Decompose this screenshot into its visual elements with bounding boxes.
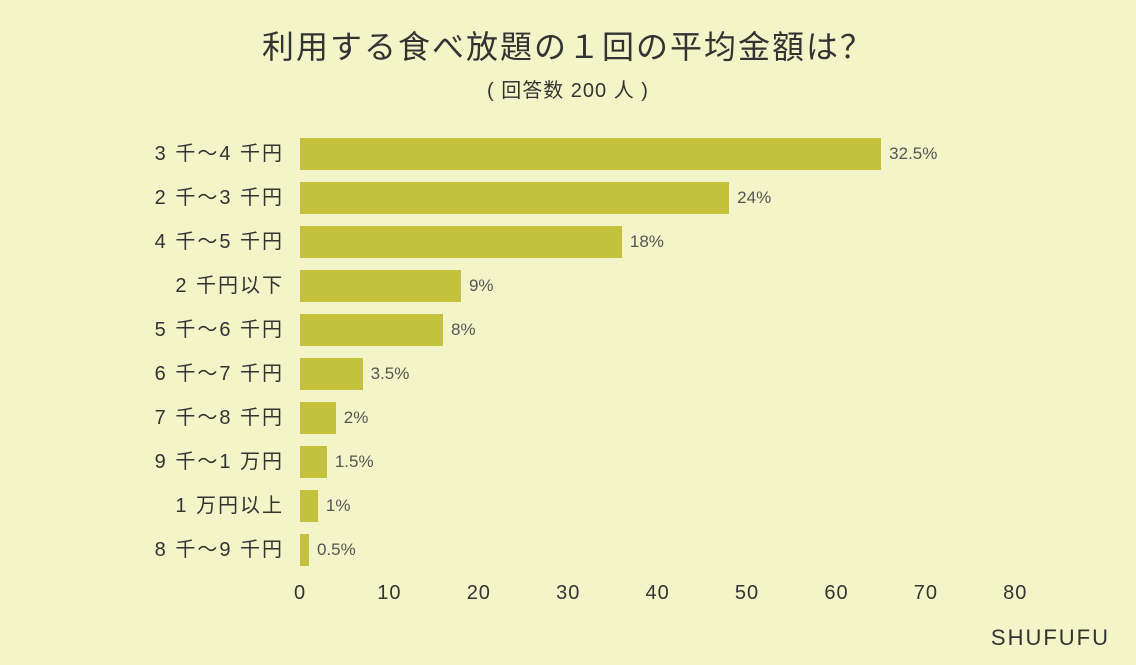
- bar-row: 2 千〜3 千円24%: [300, 176, 1060, 220]
- bar-value-label: 1%: [318, 484, 351, 528]
- bar-row: 2 千円以下9%: [300, 264, 1060, 308]
- bar: [300, 182, 729, 214]
- bar-row: 1 万円以上1%: [300, 484, 1060, 528]
- bar-label: 5 千〜6 千円: [40, 308, 300, 352]
- bar-row: 3 千〜4 千円32.5%: [300, 132, 1060, 176]
- bar-row: 8 千〜9 千円0.5%: [300, 528, 1060, 572]
- bar-chart: 3 千〜4 千円32.5%2 千〜3 千円24%4 千〜5 千円18%2 千円以…: [300, 132, 1060, 572]
- bar-label: 3 千〜4 千円: [40, 132, 300, 176]
- bar-value-label: 2%: [336, 396, 369, 440]
- x-tick: 70: [914, 582, 938, 605]
- bar-value-label: 3.5%: [363, 352, 410, 396]
- bar: [300, 446, 327, 478]
- bar: [300, 358, 363, 390]
- bar-label: 8 千〜9 千円: [40, 528, 300, 572]
- bar-label: 6 千〜7 千円: [40, 352, 300, 396]
- title-block: 利用する食べ放題の１回の平均金額は？ ( 回答数 200 人 ): [0, 0, 1136, 103]
- bar: [300, 270, 461, 302]
- bar-value-label: 9%: [461, 264, 494, 308]
- x-tick: 30: [556, 582, 580, 605]
- bar-row: 6 千〜7 千円3.5%: [300, 352, 1060, 396]
- x-tick: 40: [646, 582, 670, 605]
- x-tick: 0: [294, 582, 306, 605]
- x-tick: 20: [467, 582, 491, 605]
- bar-label: 7 千〜8 千円: [40, 396, 300, 440]
- x-tick: 60: [824, 582, 848, 605]
- bar: [300, 138, 881, 170]
- bar: [300, 226, 622, 258]
- bar: [300, 534, 309, 566]
- bar-label: 2 千〜3 千円: [40, 176, 300, 220]
- bar-label: 1 万円以上: [40, 484, 300, 528]
- bar-value-label: 24%: [729, 176, 771, 220]
- bar-value-label: 32.5%: [881, 132, 937, 176]
- bar-value-label: 18%: [622, 220, 664, 264]
- bar-value-label: 1.5%: [327, 440, 374, 484]
- chart-subtitle: ( 回答数 200 人 ): [0, 74, 1136, 103]
- bar-row: 5 千〜6 千円8%: [300, 308, 1060, 352]
- x-tick: 50: [735, 582, 759, 605]
- chart-title: 利用する食べ放題の１回の平均金額は？: [0, 22, 1136, 68]
- bar-row: 7 千〜8 千円2%: [300, 396, 1060, 440]
- bar-label: 2 千円以下: [40, 264, 300, 308]
- x-tick: 80: [1003, 582, 1027, 605]
- bar: [300, 314, 443, 346]
- bar-label: 4 千〜5 千円: [40, 220, 300, 264]
- bar-row: 4 千〜5 千円18%: [300, 220, 1060, 264]
- x-axis: 01020304050607080: [300, 572, 1060, 612]
- bar-value-label: 8%: [443, 308, 476, 352]
- bar-value-label: 0.5%: [309, 528, 356, 572]
- brand-label: SHUFUFU: [991, 625, 1110, 651]
- bar: [300, 402, 336, 434]
- bar-label: 9 千〜1 万円: [40, 440, 300, 484]
- bar: [300, 490, 318, 522]
- bar-row: 9 千〜1 万円1.5%: [300, 440, 1060, 484]
- x-tick: 10: [377, 582, 401, 605]
